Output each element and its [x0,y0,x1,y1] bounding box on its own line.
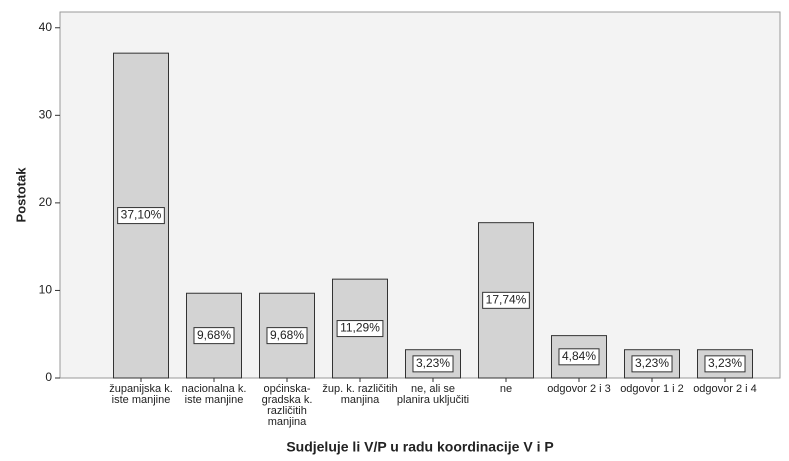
value-label-box [266,327,308,345]
plot-area [59,11,781,379]
x-tick-label: odgovor 2 i 3 [547,383,611,395]
y-tick-label: 20 [39,195,53,209]
x-tick-label: odgovor 1 i 2 [620,383,684,395]
value-label: 4,84% [562,349,596,363]
x-tick-label: odgovor 2 i 4 [693,383,757,395]
value-label-box [412,355,454,373]
x-tick-label: općinska-gradska k. različitih manjina [261,383,313,428]
x-tick-label: ne, ali se planira uključiti [396,383,470,406]
value-label: 17,74% [486,293,527,307]
value-label: 37,10% [121,208,162,222]
value-label: 3,23% [708,356,742,370]
value-label-box [336,320,384,338]
value-label: 9,68% [270,328,304,342]
y-tick-label: 40 [39,20,53,34]
value-label-box [117,207,165,225]
x-tick-label: nacionalna k. iste manjine [181,383,247,406]
x-tick-label: županijska k. iste manjine [109,383,173,406]
value-label-box [482,291,530,309]
x-axis-title: Sudjeluje li V/P u radu koordinacije V i… [286,439,553,455]
y-tick-label: 0 [45,370,52,384]
value-label-box [704,355,746,373]
y-axis-title: Postotak [13,167,28,223]
value-label: 9,68% [197,328,231,342]
value-label-box [193,327,235,345]
value-label: 3,23% [635,356,669,370]
x-tick-label: ne [499,383,513,395]
value-label: 3,23% [416,356,450,370]
value-label-box [631,355,673,373]
y-tick-label: 10 [39,283,53,297]
value-label-box [558,348,600,366]
y-tick-label: 30 [39,107,53,121]
value-label: 11,29% [340,321,380,335]
x-tick-label: žup. k. različitih manjina [322,383,398,406]
